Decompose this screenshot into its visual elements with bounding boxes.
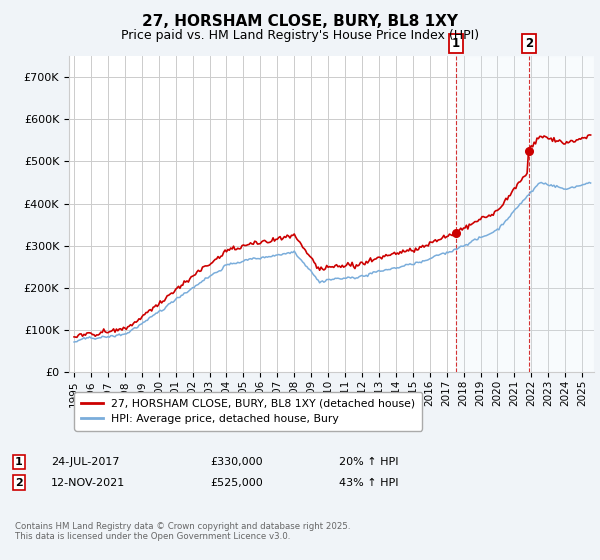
Text: 1: 1 — [452, 37, 460, 50]
Text: 2: 2 — [525, 37, 533, 50]
Text: 20% ↑ HPI: 20% ↑ HPI — [339, 457, 398, 467]
Bar — [456, 56, 594, 372]
Text: 1: 1 — [15, 457, 23, 467]
Text: 12-NOV-2021: 12-NOV-2021 — [51, 478, 125, 488]
Text: 43% ↑ HPI: 43% ↑ HPI — [339, 478, 398, 488]
Legend: 27, HORSHAM CLOSE, BURY, BL8 1XY (detached house), HPI: Average price, detached : 27, HORSHAM CLOSE, BURY, BL8 1XY (detach… — [74, 392, 422, 431]
Text: 24-JUL-2017: 24-JUL-2017 — [51, 457, 119, 467]
Text: Price paid vs. HM Land Registry's House Price Index (HPI): Price paid vs. HM Land Registry's House … — [121, 29, 479, 42]
Text: £330,000: £330,000 — [210, 457, 263, 467]
Text: Contains HM Land Registry data © Crown copyright and database right 2025.
This d: Contains HM Land Registry data © Crown c… — [15, 522, 350, 542]
Text: 2: 2 — [15, 478, 23, 488]
Text: 27, HORSHAM CLOSE, BURY, BL8 1XY: 27, HORSHAM CLOSE, BURY, BL8 1XY — [142, 14, 458, 29]
Text: £525,000: £525,000 — [210, 478, 263, 488]
